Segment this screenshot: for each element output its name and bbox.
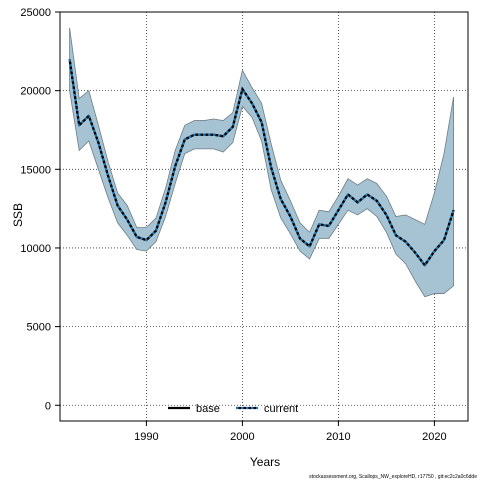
y-tick-label: 5000 — [27, 322, 51, 334]
series-lines — [68, 59, 455, 268]
series-line-current — [68, 59, 455, 267]
y-tick-label: 15000 — [20, 164, 51, 176]
legend-label-current: current — [264, 403, 298, 415]
legend-label-base: base — [196, 403, 220, 415]
x-tick-label: 2020 — [422, 431, 446, 443]
y-tick-label: 10000 — [20, 243, 51, 255]
confidence-band — [69, 27, 454, 298]
series-line-current-dark-dash — [68, 59, 455, 268]
legend: base current — [168, 403, 298, 415]
x-tick-label: 1990 — [134, 431, 158, 443]
footer-credit: stockassessment.org, Scallops_NW_explore… — [309, 474, 477, 480]
y-tick-label: 20000 — [20, 86, 51, 98]
x-axis-title: Years — [250, 455, 280, 469]
axes: 1990 2000 2010 2020 0 5000 10000 15000 20000 2500… — [20, 7, 469, 443]
x-tick-label: 2000 — [230, 431, 254, 443]
x-tick-label: 2010 — [326, 431, 350, 443]
plot-frame — [59, 11, 469, 422]
band-area — [69, 27, 454, 298]
y-axis-title: SSB — [11, 203, 25, 227]
y-tick-label: 25000 — [20, 7, 51, 19]
y-tick-label: 0 — [45, 400, 51, 412]
